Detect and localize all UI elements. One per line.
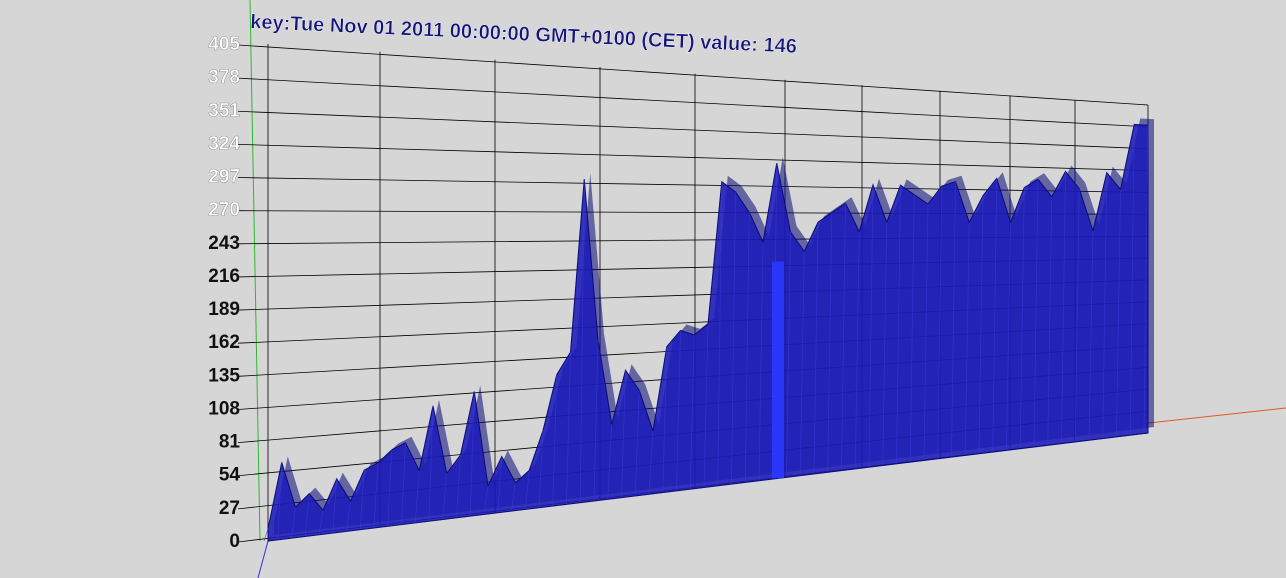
grid-line-h — [237, 144, 1149, 171]
y-tick-label: 189 — [208, 299, 240, 320]
series-facet — [676, 330, 681, 491]
series-facet — [428, 405, 434, 521]
series-facet — [731, 192, 736, 484]
y-tick-labels: 0 27 54 81 108 135 162 189 216 243 270 297 324 351 378… — [208, 34, 240, 552]
series-facet — [346, 501, 351, 531]
series-facet — [593, 339, 599, 501]
y-tick-label: 135 — [208, 365, 240, 386]
grid-line-h — [237, 110, 1149, 150]
series-facet — [401, 442, 406, 525]
series-facet — [442, 473, 448, 520]
series-facet — [621, 370, 626, 498]
y-tick-label: 378 — [208, 67, 240, 88]
series-facet — [758, 242, 764, 481]
series-facet — [1047, 196, 1053, 445]
series-facet — [978, 195, 984, 454]
series-facet — [717, 181, 723, 486]
series-facet — [648, 431, 654, 494]
series-facet — [689, 334, 695, 489]
series-facet — [868, 184, 874, 467]
series-facet — [304, 493, 310, 536]
series-facet — [1143, 125, 1149, 434]
y-tick-label: 27 — [219, 498, 240, 519]
y-tick-label: 351 — [208, 100, 240, 121]
y-tick-label: 243 — [208, 233, 240, 254]
series-area — [263, 118, 1154, 542]
series-facet — [923, 204, 929, 461]
series-facet — [896, 185, 901, 464]
series-facet — [799, 251, 805, 476]
series-facet — [1019, 187, 1025, 449]
series-facet — [937, 186, 943, 459]
series-facet — [992, 178, 998, 452]
series-facet — [1006, 222, 1011, 450]
series-facet — [1061, 171, 1066, 444]
grid-line-h — [237, 77, 1149, 128]
series-facet — [634, 390, 640, 496]
series-facet — [909, 194, 915, 462]
y-tick-label: 162 — [208, 332, 240, 353]
series-facet — [277, 462, 283, 540]
series-facet — [1116, 189, 1121, 437]
series-facet — [964, 222, 970, 455]
series-facet — [552, 374, 558, 506]
y-tick-label: 216 — [208, 266, 240, 287]
series-facet — [1074, 188, 1080, 442]
y-tick-label: 270 — [208, 200, 240, 221]
series-facet — [951, 181, 956, 457]
series-facet — [318, 510, 324, 535]
series-facet — [414, 470, 420, 523]
y-tick-label: 297 — [208, 167, 240, 188]
series-facet — [566, 352, 571, 504]
series-facet — [511, 482, 516, 511]
axes — [249, 0, 1286, 578]
series-facet — [607, 424, 613, 499]
x-axis-line — [1139, 407, 1286, 425]
series-facet — [469, 391, 475, 516]
series-facet — [359, 470, 365, 530]
series-facet — [1102, 172, 1108, 439]
series-facet — [882, 222, 888, 466]
series-facet — [483, 485, 489, 515]
y-tick-label: 405 — [208, 34, 240, 55]
series-facet — [841, 203, 846, 471]
series-facet — [387, 449, 393, 526]
z-axis-line — [257, 540, 269, 578]
series-facet — [291, 507, 296, 538]
series-facet — [786, 232, 791, 477]
series-facet — [579, 179, 585, 503]
grid-line-h — [237, 44, 1149, 106]
series-facet — [662, 346, 668, 493]
series-facet — [744, 212, 750, 482]
highlight-bar — [772, 261, 784, 479]
series-facet — [854, 231, 860, 469]
series-facet — [332, 478, 338, 533]
series-facet — [1088, 230, 1094, 440]
series-facet — [524, 470, 530, 509]
y-tick-label: 81 — [219, 432, 241, 453]
series-facet — [456, 454, 461, 518]
series-facet — [263, 528, 269, 542]
y-tick-label: 0 — [229, 531, 240, 552]
series-facet — [813, 222, 819, 474]
y-tick-label: 108 — [208, 398, 240, 419]
y-axis-line — [249, 0, 261, 542]
series-facet — [1129, 124, 1135, 435]
series-facet — [373, 462, 379, 528]
series-facet — [703, 324, 709, 488]
y-tick-label: 324 — [208, 133, 240, 154]
series-facet — [1033, 179, 1039, 447]
series-facet — [538, 430, 544, 508]
series-facet — [497, 456, 503, 513]
series-facet — [827, 212, 833, 472]
y-tick-label: 54 — [219, 465, 241, 486]
